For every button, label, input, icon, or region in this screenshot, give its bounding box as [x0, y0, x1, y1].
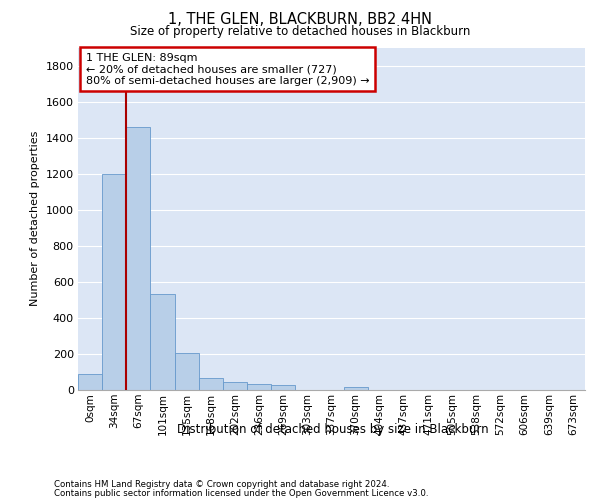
Bar — [151, 294, 175, 390]
Text: Contains HM Land Registry data © Crown copyright and database right 2024.: Contains HM Land Registry data © Crown c… — [54, 480, 389, 489]
Text: Distribution of detached houses by size in Blackburn: Distribution of detached houses by size … — [177, 422, 489, 436]
Bar — [78, 374, 102, 390]
Bar — [126, 127, 151, 390]
Bar — [102, 174, 126, 390]
Text: 1, THE GLEN, BLACKBURN, BB2 4HN: 1, THE GLEN, BLACKBURN, BB2 4HN — [168, 12, 432, 28]
Bar — [175, 353, 199, 390]
Bar — [344, 388, 368, 390]
Bar — [199, 378, 223, 390]
Bar — [271, 385, 295, 390]
Text: Contains public sector information licensed under the Open Government Licence v3: Contains public sector information licen… — [54, 488, 428, 498]
Bar — [247, 384, 271, 390]
Text: 1 THE GLEN: 89sqm
← 20% of detached houses are smaller (727)
80% of semi-detache: 1 THE GLEN: 89sqm ← 20% of detached hous… — [86, 52, 369, 86]
Text: Size of property relative to detached houses in Blackburn: Size of property relative to detached ho… — [130, 25, 470, 38]
Y-axis label: Number of detached properties: Number of detached properties — [30, 131, 40, 306]
Bar — [223, 382, 247, 390]
